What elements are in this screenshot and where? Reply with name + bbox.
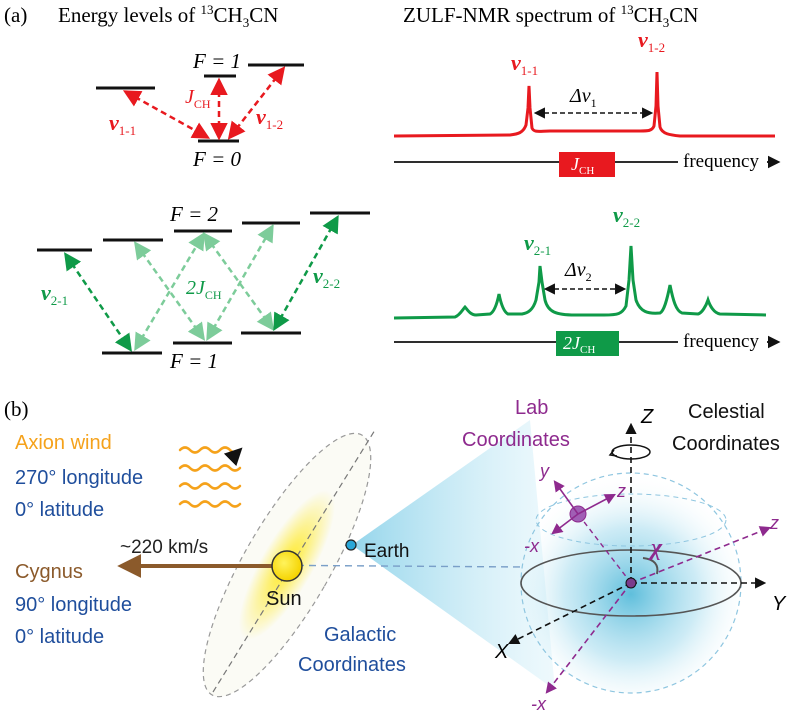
axion-latitude-label: 0° latitude bbox=[15, 499, 104, 521]
earth-label: Earth bbox=[364, 541, 409, 562]
panel-a: (a) Energy levels of 13CH3CN ZULF-NMR sp… bbox=[4, 2, 781, 373]
spectrum-trace-green bbox=[393, 245, 767, 320]
lab-coordinates-label-2: Coordinates bbox=[462, 429, 570, 451]
transition-arrow-v2-1 bbox=[64, 252, 132, 352]
f-lower-label-bottom: F = 1 bbox=[169, 349, 218, 373]
lab-minus-x-label-lower: -x bbox=[531, 694, 547, 713]
earth-icon bbox=[345, 539, 357, 551]
spectrum-title: ZULF-NMR spectrum of 13CH3CN bbox=[403, 2, 698, 30]
jch-box-top bbox=[559, 152, 615, 177]
delta-v2-label: Δν2 bbox=[564, 259, 592, 284]
lab-z-label-upper: z bbox=[616, 481, 626, 501]
transition-arrow-v2-2 bbox=[273, 214, 339, 332]
axis-Y-label: Y bbox=[772, 593, 787, 615]
galactic-coordinates-label-1: Galactic bbox=[324, 624, 396, 646]
2jch-box-bottom bbox=[556, 331, 619, 356]
nu-2-2-label-left: ν2-2 bbox=[313, 263, 340, 291]
lab-z-label-right: z bbox=[769, 513, 779, 533]
spectrum-top: Δν1 ν1-1 ν1-2 JCH frequency bbox=[393, 27, 781, 177]
cygnus-longitude-label: 90° longitude bbox=[15, 594, 132, 616]
nu-1-1-label-left: ν1-1 bbox=[109, 110, 136, 138]
axion-longitude-label: 270° longitude bbox=[15, 467, 143, 489]
f-upper-label-top: F = 1 bbox=[192, 49, 241, 73]
2jch-label-bottom: 2JCH bbox=[186, 277, 222, 302]
peak-nu-2-1-label: ν2-1 bbox=[524, 230, 551, 258]
axion-wind-waves bbox=[178, 446, 243, 508]
nu-1-2-label-left: ν1-2 bbox=[256, 104, 283, 132]
transition-arrow-light-3 bbox=[202, 232, 275, 331]
delta-v1-label: Δν1 bbox=[569, 85, 597, 110]
f-upper-label-bottom: F = 2 bbox=[169, 202, 218, 226]
sphere-center-dot bbox=[625, 577, 637, 589]
lab-radius-line bbox=[577, 513, 632, 584]
nu-2-1-label-left: ν2-1 bbox=[41, 280, 68, 308]
observation-beam bbox=[352, 420, 555, 690]
axis-X-label: X bbox=[494, 641, 509, 663]
lab-coordinates-label-1: Lab bbox=[515, 397, 548, 419]
frequency-label-top: frequency bbox=[683, 151, 759, 172]
lab-z-axis-upper bbox=[577, 493, 616, 515]
axis-Z-label: Z bbox=[640, 406, 654, 428]
peak-nu-1-1-label: ν1-1 bbox=[511, 50, 538, 78]
panel-b: (b) Axion wind 270° longitude 0° latitud… bbox=[4, 397, 787, 713]
axis-X bbox=[507, 582, 632, 645]
celestial-coordinates-label-2: Coordinates bbox=[672, 433, 780, 455]
spectrum-trace-red bbox=[393, 71, 775, 138]
transition-arrow-v1-1 bbox=[122, 90, 211, 139]
sun-label: Sun bbox=[266, 588, 302, 610]
spectrum-bottom: Δν2 ν2-1 ν2-2 2JCH frequency bbox=[393, 202, 781, 356]
jch-label-top: JCH bbox=[185, 86, 211, 111]
energy-levels-title: Energy levels of 13CH3CN bbox=[58, 2, 278, 30]
chi-label: χ bbox=[648, 535, 663, 561]
f-lower-label-top: F = 0 bbox=[192, 147, 241, 171]
transition-arrow-v1-2 bbox=[227, 66, 286, 140]
cygnus-label: Cygnus bbox=[15, 561, 83, 583]
galactic-coordinates-label-2: Coordinates bbox=[298, 654, 406, 676]
lab-minus-x-axis-upper bbox=[551, 513, 579, 535]
transition-arrow-light-2 bbox=[134, 231, 205, 352]
lab-minus-x-label-upper: -x bbox=[524, 536, 540, 556]
lab-z-axis-right bbox=[630, 526, 772, 584]
celestial-coordinates-label-1: Celestial bbox=[688, 401, 765, 423]
transition-arrow-light-4 bbox=[206, 223, 274, 342]
chi-angle-arc bbox=[642, 557, 659, 575]
axion-wind-label: Axion wind bbox=[15, 432, 112, 454]
lab-minus-x-axis-lower bbox=[545, 582, 632, 694]
panel-b-label: (b) bbox=[4, 397, 29, 421]
jch-box-top-label: JCH bbox=[571, 154, 594, 177]
lab-y-label: y bbox=[538, 461, 550, 481]
peak-nu-1-2-label: ν1-2 bbox=[638, 27, 665, 55]
energy-diagram-bottom: F = 2 F = 1 2JCH ν2-1 ν2-2 bbox=[37, 202, 370, 373]
energy-diagram-top: F = 1 F = 0 JCH ν1-1 ν1-2 bbox=[96, 49, 304, 171]
speed-label: ~220 km/s bbox=[120, 537, 208, 558]
lab-y-axis bbox=[553, 480, 579, 515]
peak-nu-2-2-label: ν2-2 bbox=[613, 202, 640, 230]
sun-icon bbox=[271, 550, 303, 582]
panel-a-label: (a) bbox=[4, 3, 27, 27]
2jch-box-bottom-label: 2JCH bbox=[563, 333, 595, 356]
cygnus-latitude-label: 0° latitude bbox=[15, 626, 104, 648]
latitude-circle bbox=[535, 493, 727, 547]
frequency-label-bottom: frequency bbox=[683, 331, 759, 352]
